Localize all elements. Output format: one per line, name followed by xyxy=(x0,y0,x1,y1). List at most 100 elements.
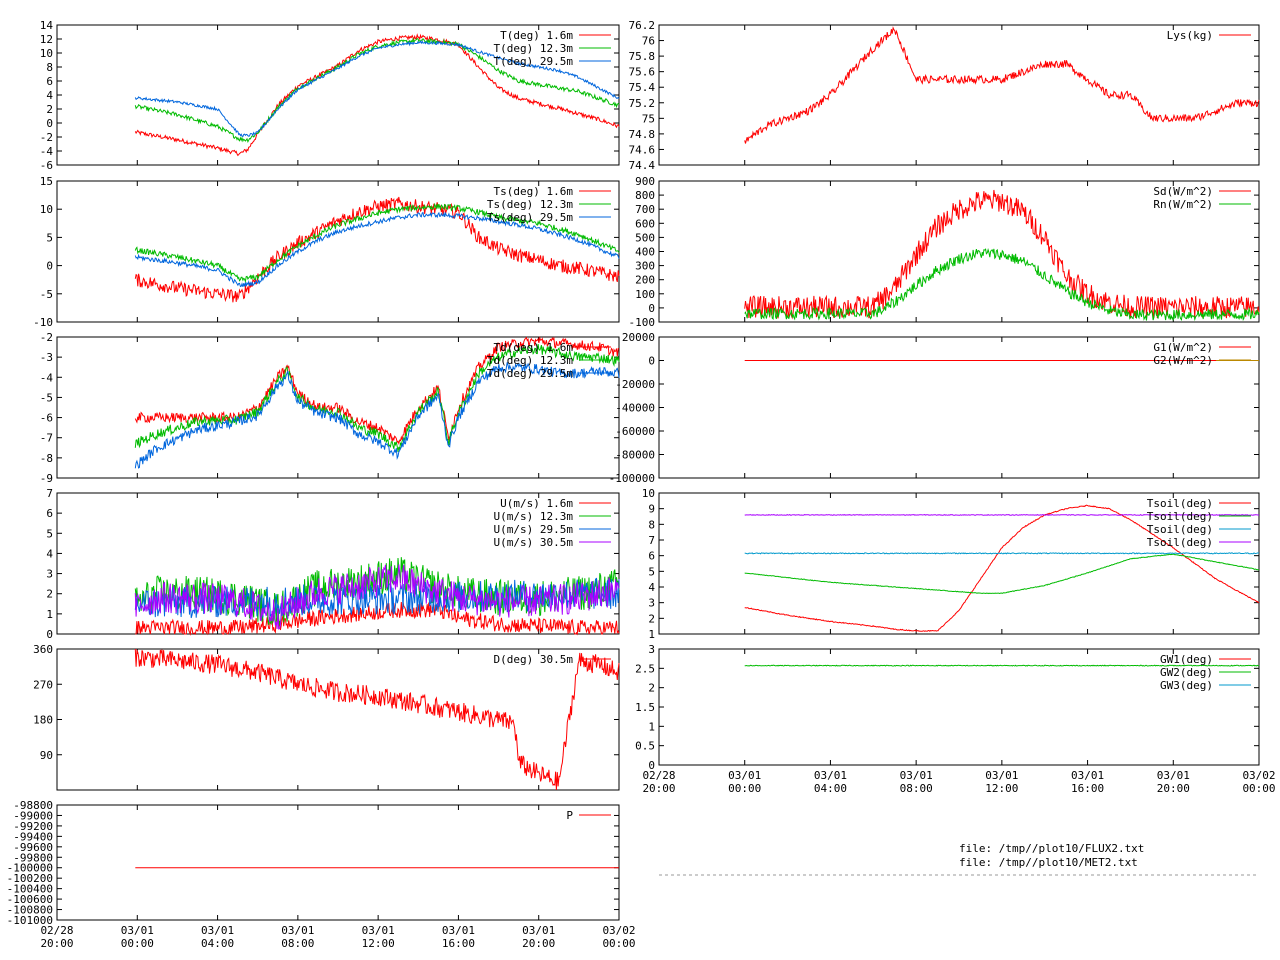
y-tick-label: 1.5 xyxy=(635,701,655,714)
x-tick-label-time: 00:00 xyxy=(121,937,154,950)
series-line-dir-0 xyxy=(134,648,620,791)
plot-frame xyxy=(658,24,1260,166)
legend-label: Tsoil(deg) xyxy=(1147,536,1213,549)
legend-label: U(m/s) 1.6m xyxy=(500,497,573,510)
series-line-dew-2 xyxy=(134,362,620,469)
y-tick-label: 0 xyxy=(648,759,655,772)
legend-label: U(m/s) 29.5m xyxy=(494,523,574,536)
y-tick-label: 800 xyxy=(635,189,655,202)
x-tick-label-date: 03/01 xyxy=(201,924,234,937)
y-tick-label: 2 xyxy=(46,103,53,116)
x-tick-label-date: 03/02 xyxy=(602,924,635,937)
y-tick-label: 3 xyxy=(648,597,655,610)
y-tick-label: 75.8 xyxy=(629,50,656,63)
y-tick-label: 100 xyxy=(635,288,655,301)
legend-label: Ts(deg) 29.5m xyxy=(487,211,573,224)
y-tick-label: -99800 xyxy=(13,851,53,864)
x-tick-label-time: 00:00 xyxy=(1242,782,1275,795)
y-tick-label: 4 xyxy=(648,581,655,594)
x-tick-label-date: 03/01 xyxy=(281,924,314,937)
x-tick-label-time: 20:00 xyxy=(40,937,73,950)
series-line-tsoil-1 xyxy=(744,553,1260,595)
y-tick-label: -100000 xyxy=(609,472,655,485)
plot-frame xyxy=(56,804,620,921)
y-tick-label: -3 xyxy=(40,351,53,364)
y-tick-label: 6 xyxy=(648,550,655,563)
legend-label: GW2(deg) xyxy=(1160,666,1213,679)
y-tick-label: 74.6 xyxy=(629,143,656,156)
y-tick-label: 75 xyxy=(642,112,655,125)
y-tick-label: -99600 xyxy=(13,841,53,854)
y-tick-label: -100 xyxy=(629,316,656,329)
y-tick-label: 6 xyxy=(46,75,53,88)
legend-label: Td(deg) 29.5m xyxy=(487,367,573,380)
y-tick-label: 900 xyxy=(635,175,655,188)
y-tick-label: 5 xyxy=(648,565,655,578)
legend-label: D(deg) 30.5m xyxy=(494,653,574,666)
y-tick-label: 0 xyxy=(46,628,53,641)
x-tick-label-date: 03/02 xyxy=(1242,769,1275,782)
y-tick-label: -100200 xyxy=(7,872,53,885)
panel-wind: 7 6 5 4 3 2 1 0 U(m/s) 1.6mU(m/s) 12.3mU(m/s) 29… xyxy=(46,487,620,641)
y-tick-label: 200 xyxy=(635,274,655,287)
legend-label: GW1(deg) xyxy=(1160,653,1213,666)
legend-label: Tsoil(deg) xyxy=(1147,523,1213,536)
y-tick-label: -40000 xyxy=(615,402,655,415)
y-tick-label: 360 xyxy=(33,643,53,656)
panel-pres: -101000-100800-100600-100400-100200-1000… xyxy=(7,799,636,950)
x-tick-label-date: 03/01 xyxy=(442,924,475,937)
y-tick-label: -4 xyxy=(40,145,54,158)
y-tick-label: -100800 xyxy=(7,904,53,917)
series-line-temp-2 xyxy=(134,40,620,138)
y-tick-label: 2 xyxy=(648,612,655,625)
x-tick-label-date: 03/01 xyxy=(814,769,847,782)
legend-label: Ts(deg) 1.6m xyxy=(494,185,574,198)
y-tick-label: 1 xyxy=(648,720,655,733)
y-tick-label: 9 xyxy=(648,503,655,516)
panel-dir: 360 270 180 90 D(deg) 30.5m xyxy=(33,643,620,791)
series-line-wind-3 xyxy=(134,564,620,630)
y-tick-label: 75.4 xyxy=(629,81,656,94)
x-tick-label-time: 12:00 xyxy=(362,937,395,950)
y-tick-label: 6 xyxy=(46,507,53,520)
x-tick-label-time: 12:00 xyxy=(985,782,1018,795)
y-tick-label: 74.4 xyxy=(629,159,656,172)
x-tick-label-time: 08:00 xyxy=(281,937,314,950)
legend-label: Lys(kg) xyxy=(1167,29,1213,42)
legend-label: T(deg) 12.3m xyxy=(494,42,574,55)
series-line-temp-0 xyxy=(134,33,620,157)
y-tick-label: 12 xyxy=(40,33,53,46)
x-tick-label-date: 03/01 xyxy=(362,924,395,937)
y-tick-label: -99400 xyxy=(13,830,53,843)
series-line-surf-0 xyxy=(134,196,620,303)
legend-label: T(deg) 1.6m xyxy=(500,29,573,42)
panel-soilheat: 20000 0 -20000 -40000 -60000 -80000 -100000 G1(… xyxy=(609,331,1260,485)
series-line-tsoil-0 xyxy=(744,504,1260,632)
y-tick-label: -100600 xyxy=(7,893,53,906)
series-line-gw-1 xyxy=(744,664,1260,667)
y-tick-label: 4 xyxy=(46,89,53,102)
y-tick-label: 75.2 xyxy=(629,97,656,110)
y-tick-label: 7 xyxy=(648,534,655,547)
series-line-temp-1 xyxy=(134,37,620,143)
y-tick-label: 7 xyxy=(46,487,53,500)
legend-label: Tsoil(deg) xyxy=(1147,510,1213,523)
legend-label: GW3(deg) xyxy=(1160,679,1213,692)
panel-tsoil: 10987654321Tsoil(deg)Tsoil(deg)Tsoil(deg… xyxy=(642,487,1260,641)
plot-frame xyxy=(56,336,620,479)
y-tick-label: -9 xyxy=(40,472,53,485)
y-tick-label: 0 xyxy=(46,117,53,130)
legend-label: G2(W/m^2) xyxy=(1153,354,1213,367)
y-tick-label: -99000 xyxy=(13,809,53,822)
x-tick-label-date: 02/28 xyxy=(40,924,73,937)
y-tick-label: 15 xyxy=(40,175,53,188)
y-tick-label: 600 xyxy=(635,217,655,230)
y-tick-label: 90 xyxy=(40,749,53,762)
x-tick-label-date: 03/01 xyxy=(1071,769,1104,782)
y-tick-label: -98800 xyxy=(13,799,53,812)
y-tick-label: -20000 xyxy=(615,378,655,391)
y-tick-label: 2.5 xyxy=(635,662,655,675)
y-tick-label: 0.5 xyxy=(635,740,655,753)
